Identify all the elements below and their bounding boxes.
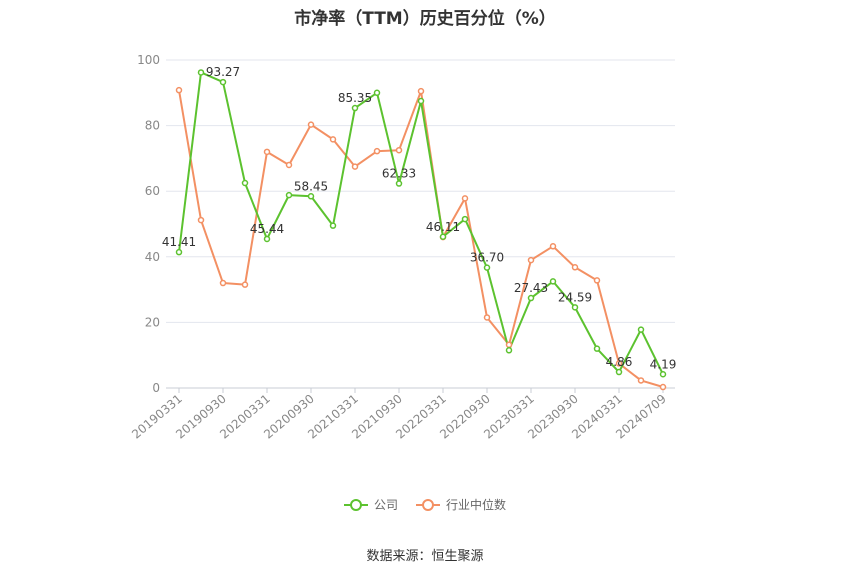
- y-tick-label: 20: [145, 315, 160, 329]
- data-point: [351, 163, 359, 170]
- data-point: [241, 179, 249, 187]
- data-point: [461, 195, 469, 202]
- y-tick-label: 60: [145, 184, 160, 198]
- data-label: 85.35: [338, 91, 372, 105]
- data-point: [219, 78, 227, 86]
- data-point: [263, 148, 271, 156]
- legend-marker-icon: [343, 498, 368, 512]
- data-point: [197, 69, 205, 76]
- data-label: 36.70: [470, 251, 504, 265]
- data-point: [505, 341, 513, 348]
- data-point: [637, 326, 645, 333]
- data-point: [175, 86, 183, 94]
- data-point: [527, 256, 535, 264]
- data-point: [329, 222, 337, 229]
- data-label: 27.43: [514, 281, 548, 295]
- data-label: 62.33: [382, 167, 416, 181]
- data-point: [263, 235, 271, 243]
- data-point: [659, 371, 667, 378]
- data-point: [637, 377, 645, 384]
- data-point: [395, 180, 403, 187]
- data-point: [483, 264, 491, 271]
- data-point: [219, 279, 227, 287]
- line-chart: 0204060801002019033120190930202003312020…: [129, 53, 677, 442]
- y-tick-label: 80: [145, 119, 160, 133]
- data-point: [395, 146, 403, 154]
- legend-marker-icon: [416, 498, 440, 512]
- legend-item[interactable]: 行业中位数: [416, 496, 506, 513]
- data-point: [505, 347, 513, 354]
- data-point: [527, 294, 535, 302]
- data-point: [241, 281, 249, 288]
- legend: 公司 行业中位数: [0, 496, 850, 513]
- data-point: [549, 243, 557, 250]
- chart-title: 市净率（TTM）历史百分位（%）: [294, 9, 556, 29]
- legend-label: 行业中位数: [446, 498, 507, 512]
- data-point: [571, 264, 579, 271]
- data-point: [593, 277, 601, 284]
- data-point: [285, 161, 293, 169]
- data-point: [439, 233, 447, 241]
- data-point: [373, 147, 381, 155]
- data-point: [571, 304, 579, 311]
- data-point: [307, 121, 315, 128]
- data-label: 4.19: [650, 357, 677, 371]
- data-point: [593, 345, 601, 352]
- data-point: [659, 383, 667, 391]
- data-point: [417, 97, 425, 105]
- data-point: [615, 360, 623, 367]
- y-tick-label: 0: [152, 381, 160, 395]
- data-point: [197, 216, 205, 224]
- y-tick-label: 40: [145, 250, 160, 264]
- data-point: [307, 193, 315, 200]
- data-source: 数据来源：恒生聚源: [366, 549, 484, 564]
- data-point: [549, 278, 557, 285]
- data-label: 4.86: [606, 355, 633, 369]
- data-label: 58.45: [294, 179, 328, 193]
- data-label: 24.59: [558, 290, 592, 304]
- data-point: [351, 104, 359, 112]
- data-label: 41.41: [162, 235, 196, 249]
- data-point: [373, 89, 381, 97]
- data-point: [615, 368, 623, 376]
- data-point: [285, 191, 293, 199]
- y-tick-label: 100: [137, 53, 160, 67]
- data-point: [461, 215, 469, 223]
- data-point: [175, 248, 183, 256]
- legend-item[interactable]: 公司: [343, 496, 398, 513]
- data-point: [417, 87, 425, 95]
- data-point: [483, 314, 491, 321]
- series-line: [178, 90, 664, 388]
- data-point: [329, 136, 337, 143]
- data-label: 93.27: [206, 65, 240, 79]
- data-label: 45.44: [250, 222, 284, 236]
- data-label: 46.11: [426, 220, 460, 234]
- legend-label: 公司: [373, 498, 398, 512]
